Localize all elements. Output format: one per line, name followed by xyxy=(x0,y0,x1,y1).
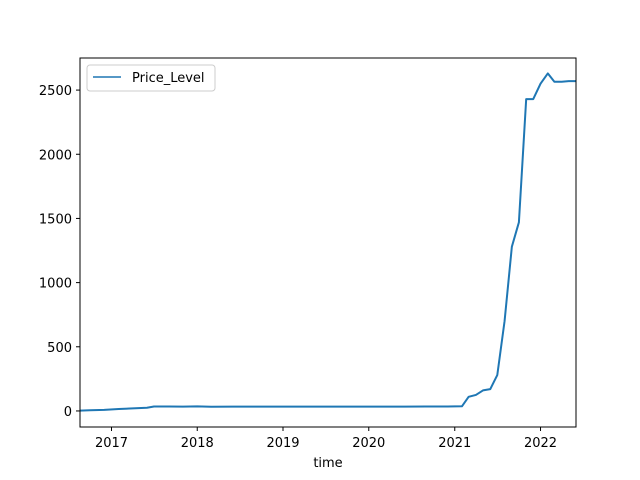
y-tick-label: 1500 xyxy=(39,212,72,227)
legend-box xyxy=(86,64,216,92)
axes-frame xyxy=(79,57,577,428)
x-axis: 2017 2018 2019 2020 2021 2022 xyxy=(95,427,557,451)
x-tick-label: 2022 xyxy=(524,436,557,451)
y-tick-label: 0 xyxy=(64,405,72,420)
legend-entry-label: Price_Level xyxy=(132,71,205,86)
x-tick-label: 2017 xyxy=(95,436,128,451)
x-tick-label: 2021 xyxy=(438,436,471,451)
series-line-price-level xyxy=(79,72,576,412)
x-axis-label: time xyxy=(313,456,342,471)
y-tick-label: 1000 xyxy=(39,277,72,292)
x-tick-label: 2019 xyxy=(266,436,299,451)
plot-area xyxy=(79,72,576,412)
x-tick-label: 2018 xyxy=(181,436,214,451)
y-tick-label: 500 xyxy=(47,341,72,356)
y-tick-label: 2000 xyxy=(39,148,72,163)
y-axis: 0 500 1000 1500 2000 2500 xyxy=(39,84,80,420)
legend: Price_Level xyxy=(86,64,216,92)
y-tick-label: 2500 xyxy=(39,84,72,99)
x-tick-label: 2020 xyxy=(352,436,385,451)
